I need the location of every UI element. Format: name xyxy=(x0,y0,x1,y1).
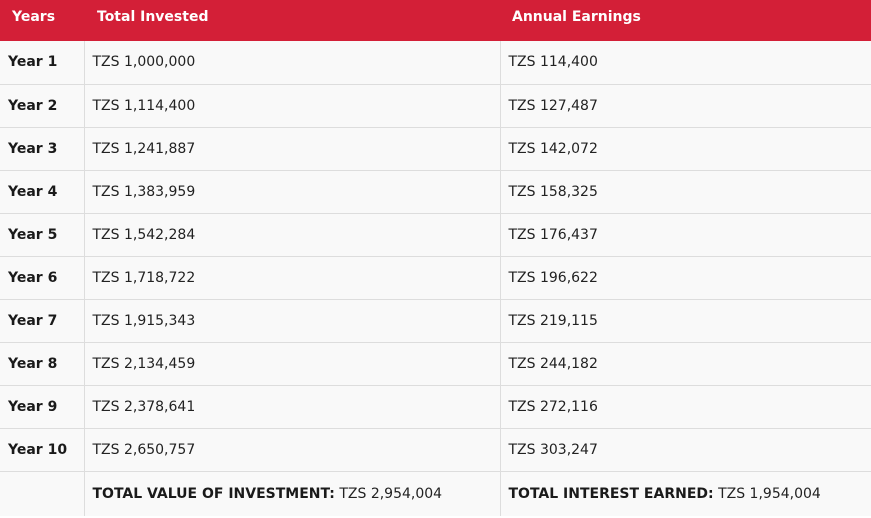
earnings-cell: TZS 176,437 xyxy=(499,212,871,257)
year-cell: Year 7 xyxy=(0,298,85,343)
table-row: Year 3 TZS 1,241,887 TZS 142,072 xyxy=(0,126,871,171)
table-row: Year 8 TZS 2,134,459 TZS 244,182 xyxy=(0,341,871,386)
invested-cell: TZS 1,000,000 xyxy=(83,41,501,85)
earnings-cell: TZS 142,072 xyxy=(499,126,871,171)
invested-cell: TZS 2,378,641 xyxy=(83,384,501,429)
invested-cell: TZS 1,114,400 xyxy=(83,83,501,128)
invested-cell: TZS 1,718,722 xyxy=(83,255,501,300)
earnings-cell: TZS 303,247 xyxy=(499,427,871,472)
earnings-cell: TZS 272,116 xyxy=(499,384,871,429)
earnings-cell: TZS 244,182 xyxy=(499,341,871,386)
total-value-label: TOTAL VALUE OF INVESTMENT: xyxy=(92,485,335,502)
year-cell: Year 9 xyxy=(0,384,85,429)
year-cell: Year 2 xyxy=(0,83,85,128)
year-cell: Year 5 xyxy=(0,212,85,257)
header-total-invested: Total Invested xyxy=(97,9,209,25)
table-row: Year 10 TZS 2,650,757 TZS 303,247 xyxy=(0,427,871,472)
year-cell: Year 1 xyxy=(0,41,85,85)
table-row: Year 7 TZS 1,915,343 TZS 219,115 xyxy=(0,298,871,343)
table-row: Year 9 TZS 2,378,641 TZS 272,116 xyxy=(0,384,871,429)
year-cell: Year 4 xyxy=(0,169,85,214)
earnings-cell: TZS 127,487 xyxy=(499,83,871,128)
table-row: Year 4 TZS 1,383,959 TZS 158,325 xyxy=(0,169,871,214)
header-years: Years xyxy=(12,9,56,25)
table-row: Year 1 TZS 1,000,000 TZS 114,400 xyxy=(0,41,871,85)
year-cell: Year 10 xyxy=(0,427,85,472)
earnings-cell: TZS 196,622 xyxy=(499,255,871,300)
year-cell: Year 3 xyxy=(0,126,85,171)
earnings-cell: TZS 158,325 xyxy=(499,169,871,214)
table-row: Year 5 TZS 1,542,284 TZS 176,437 xyxy=(0,212,871,257)
table-header: Years Total Invested Annual Earnings xyxy=(0,0,871,41)
header-row: Years Total Invested Annual Earnings xyxy=(0,0,871,41)
invested-cell: TZS 1,383,959 xyxy=(83,169,501,214)
table-row: Year 2 TZS 1,114,400 TZS 127,487 xyxy=(0,83,871,128)
invested-cell: TZS 1,241,887 xyxy=(83,126,501,171)
total-interest-amount: TZS 1,954,004 xyxy=(718,485,821,502)
year-cell: Year 6 xyxy=(0,255,85,300)
total-interest-cell: TOTAL INTEREST EARNED: TZS 1,954,004 xyxy=(499,470,871,516)
invested-cell: TZS 2,650,757 xyxy=(83,427,501,472)
total-value-cell: TOTAL VALUE OF INVESTMENT: TZS 2,954,004 xyxy=(83,470,501,516)
totals-row: TOTAL VALUE OF INVESTMENT: TZS 2,954,004… xyxy=(0,470,871,516)
header-annual-earnings: Annual Earnings xyxy=(512,9,641,25)
total-value-amount: TZS 2,954,004 xyxy=(339,485,443,502)
earnings-cell: TZS 219,115 xyxy=(499,298,871,343)
invested-cell: TZS 2,134,459 xyxy=(83,341,501,386)
table-row: Year 6 TZS 1,718,722 TZS 196,622 xyxy=(0,255,871,300)
invested-cell: TZS 1,915,343 xyxy=(83,298,501,343)
total-interest-label: TOTAL INTEREST EARNED: xyxy=(508,485,714,502)
invested-cell: TZS 1,542,284 xyxy=(83,212,501,257)
totals-empty-cell xyxy=(0,470,85,516)
year-cell: Year 8 xyxy=(0,341,85,386)
earnings-cell: TZS 114,400 xyxy=(499,41,871,85)
table-body: Year 1 TZS 1,000,000 TZS 114,400 Year 2 TZS … xyxy=(0,41,871,516)
